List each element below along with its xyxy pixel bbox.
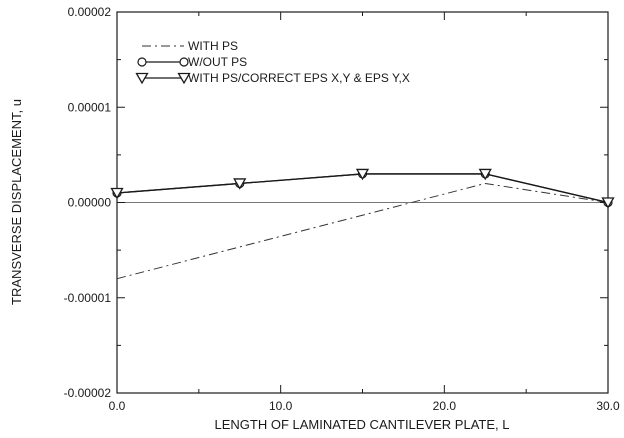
series-group [110,168,615,209]
series-line [116,182,609,280]
legend-label: W/OUT PS [188,55,247,69]
y-tick-label: 0.00000 [68,196,112,210]
x-axis-label: LENGTH OF LAMINATED CANTILEVER PLATE, L [215,417,510,432]
y-tick-label: -0.00001 [64,291,112,305]
x-tick-label: 0.0 [109,399,126,413]
y-tick-label: 0.00001 [68,100,112,114]
y-tick-label: -0.00002 [64,386,112,400]
y-axis-label: TRANSVERSE DISPLACEMENT, u [9,99,24,305]
legend-label: WITH PS [188,39,238,53]
y-tick-label: 0.00002 [68,5,112,19]
data-point-triangle [177,72,191,85]
series-group [116,182,609,280]
data-point-circle [179,57,189,67]
x-tick-label: 20.0 [433,399,457,413]
data-point-triangle [233,178,247,190]
data-point-triangle [601,197,615,209]
x-tick-label: 30.0 [596,399,620,413]
data-point-circle [137,57,147,67]
legend-label: WITH PS/CORRECT EPS X,Y & EPS Y,X [188,71,410,85]
data-point-triangle [110,187,124,200]
data-point-triangle [478,168,492,181]
data-point-triangle [355,168,370,181]
data-point-triangle [135,72,149,85]
x-tick-label: 10.0 [269,399,293,413]
